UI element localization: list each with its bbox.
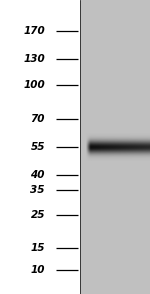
Bar (0, 0, 80, 294)
Text: 10: 10 (30, 265, 45, 275)
Text: 170: 170 (23, 26, 45, 36)
Text: 35: 35 (30, 185, 45, 195)
Text: 15: 15 (30, 243, 45, 253)
Text: 100: 100 (23, 80, 45, 90)
Bar (80, 0, 150, 294)
Text: 55: 55 (30, 142, 45, 152)
Text: 25: 25 (30, 210, 45, 220)
Text: 130: 130 (23, 54, 45, 64)
Text: 70: 70 (30, 114, 45, 124)
Text: 40: 40 (30, 170, 45, 180)
